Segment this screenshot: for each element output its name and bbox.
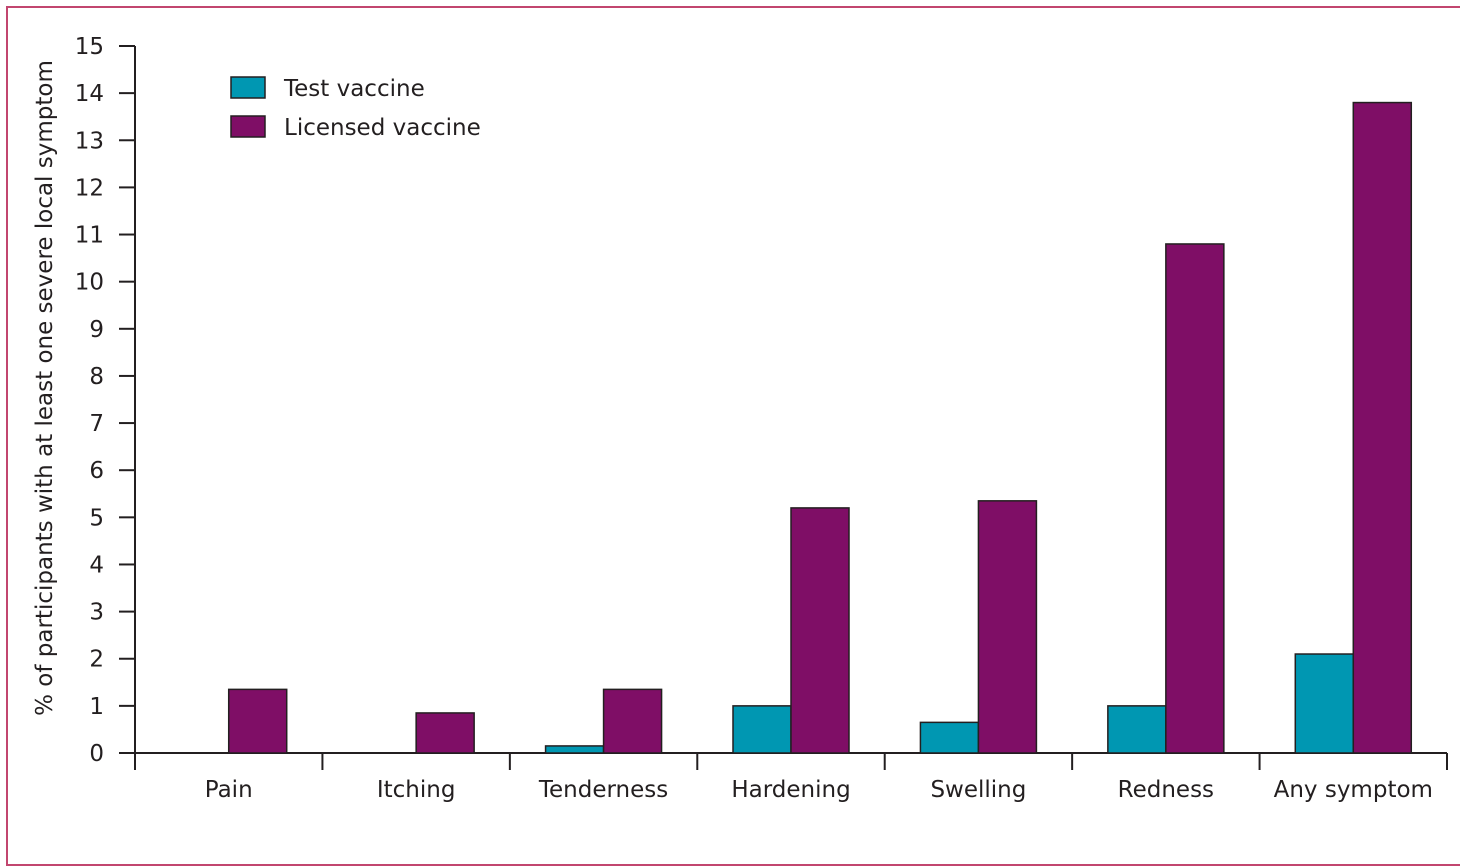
bar [919, 721, 980, 754]
legend-swatch [230, 76, 266, 99]
legend-swatch [230, 115, 266, 138]
bar [544, 745, 605, 754]
y-tick-label: 8 [89, 364, 104, 390]
bar [732, 705, 792, 754]
y-tick-label: 10 [75, 270, 104, 296]
y-tick-label: 14 [75, 81, 104, 107]
y-tick-label: 2 [89, 647, 104, 673]
x-tick-label: Tenderness [538, 777, 668, 803]
legend: Test vaccine Licensed vaccine [230, 76, 481, 141]
x-tick-label: Swelling [930, 777, 1026, 803]
bar [1107, 705, 1167, 754]
bar-chart: % of participants with at least one seve… [32, 34, 1448, 803]
y-tick-label: 13 [75, 128, 104, 154]
bar [602, 688, 663, 754]
bar [790, 507, 850, 754]
x-tick-label: Redness [1118, 777, 1214, 803]
y-tick-label: 11 [75, 223, 104, 249]
y-tick-label: 9 [89, 317, 104, 343]
x-tick-label: Any symptom [1274, 777, 1433, 803]
legend-label: Licensed vaccine [284, 115, 481, 141]
x-tick-label: Hardening [731, 777, 850, 803]
bar [415, 712, 475, 754]
bar [1165, 243, 1225, 754]
bar [1352, 101, 1413, 754]
y-tick-label: 7 [89, 411, 104, 437]
y-tick-label: 3 [89, 600, 104, 626]
x-tick-label: Itching [377, 777, 456, 803]
bar [977, 500, 1038, 754]
bar [1294, 653, 1355, 754]
legend-label: Test vaccine [283, 76, 425, 102]
y-tick-label: 15 [75, 34, 104, 60]
y-tick-label: 5 [89, 505, 104, 531]
x-tick-label: Pain [205, 777, 253, 803]
bar [227, 688, 288, 754]
y-tick-label: 0 [89, 741, 104, 767]
y-tick-label: 12 [75, 175, 104, 201]
y-axis-label: % of participants with at least one seve… [32, 60, 58, 716]
y-tick-label: 6 [89, 458, 104, 484]
y-tick-label: 1 [89, 694, 104, 720]
bars [227, 101, 1413, 754]
y-tick-label: 4 [89, 552, 104, 578]
